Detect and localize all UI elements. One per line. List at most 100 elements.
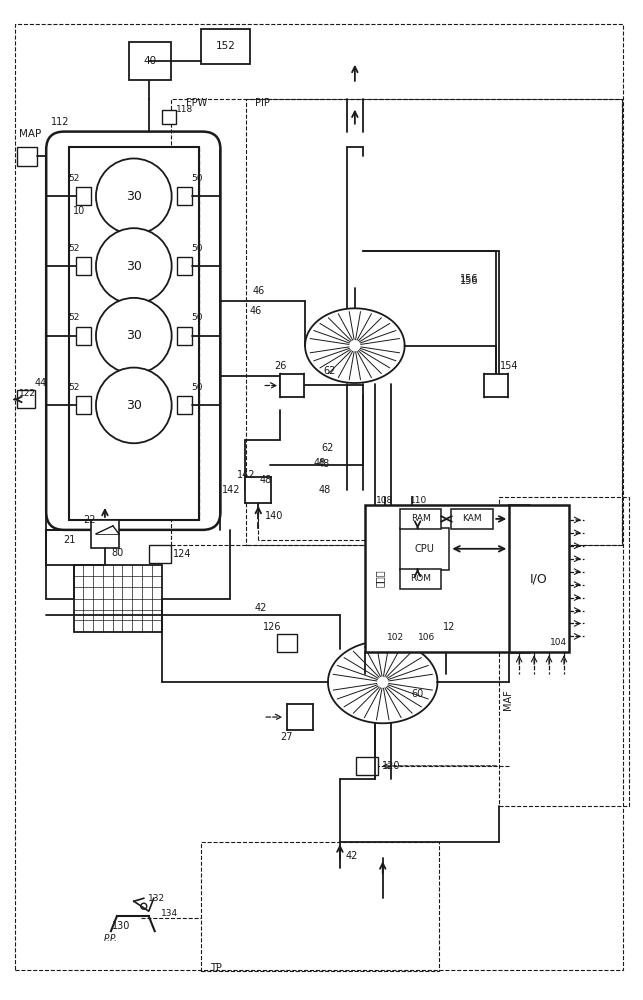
Bar bbox=[161, 110, 176, 124]
Text: 124: 124 bbox=[173, 549, 191, 559]
Bar bbox=[74, 565, 161, 632]
Text: 52: 52 bbox=[68, 174, 80, 183]
Text: 30: 30 bbox=[126, 399, 141, 412]
Text: ROM: ROM bbox=[410, 574, 431, 583]
Text: 156: 156 bbox=[460, 274, 478, 284]
Text: 30: 30 bbox=[126, 190, 141, 203]
Text: 50: 50 bbox=[191, 383, 203, 392]
Text: MAP: MAP bbox=[19, 129, 42, 139]
Text: 26: 26 bbox=[274, 361, 286, 371]
Text: 30: 30 bbox=[126, 329, 141, 342]
Text: 120: 120 bbox=[382, 761, 400, 771]
Bar bbox=[509, 505, 569, 652]
Text: FPW: FPW bbox=[186, 98, 207, 108]
Text: 106: 106 bbox=[417, 633, 435, 642]
Bar bbox=[400, 528, 449, 570]
Text: 42: 42 bbox=[254, 603, 266, 613]
Text: 48: 48 bbox=[318, 459, 331, 469]
Bar bbox=[400, 569, 442, 589]
Text: TP: TP bbox=[210, 963, 222, 973]
Text: 控制器: 控制器 bbox=[375, 570, 385, 587]
Text: 46: 46 bbox=[249, 306, 262, 316]
Bar bbox=[170, 99, 622, 545]
Bar bbox=[201, 842, 439, 971]
Text: 142: 142 bbox=[237, 470, 255, 480]
Text: 130: 130 bbox=[112, 921, 131, 931]
Text: 21: 21 bbox=[63, 535, 75, 545]
Text: 50: 50 bbox=[191, 313, 203, 322]
Bar bbox=[451, 509, 493, 529]
Bar bbox=[177, 327, 192, 345]
Circle shape bbox=[96, 368, 172, 443]
Bar bbox=[129, 42, 170, 80]
Text: 48: 48 bbox=[314, 458, 326, 468]
Circle shape bbox=[96, 298, 172, 374]
Text: 104: 104 bbox=[550, 638, 568, 647]
Text: 80: 80 bbox=[112, 548, 124, 558]
Text: 30: 30 bbox=[126, 260, 141, 273]
Text: 152: 152 bbox=[215, 41, 235, 51]
Text: 52: 52 bbox=[68, 313, 80, 322]
Text: 156: 156 bbox=[460, 276, 478, 286]
Bar bbox=[17, 147, 37, 166]
Bar bbox=[287, 704, 313, 730]
Text: 110: 110 bbox=[410, 496, 427, 505]
Text: 22: 22 bbox=[83, 515, 96, 525]
Bar bbox=[91, 520, 119, 548]
Bar bbox=[201, 29, 250, 64]
Bar bbox=[76, 396, 91, 414]
Bar bbox=[246, 477, 271, 503]
Bar bbox=[277, 634, 297, 652]
Bar bbox=[365, 505, 529, 652]
Text: 134: 134 bbox=[161, 909, 178, 918]
Text: I/O: I/O bbox=[530, 572, 548, 585]
Text: 52: 52 bbox=[68, 244, 80, 253]
Text: 42: 42 bbox=[346, 851, 358, 861]
Bar bbox=[76, 257, 91, 275]
Bar bbox=[177, 187, 192, 205]
Text: 118: 118 bbox=[176, 105, 193, 114]
Text: 126: 126 bbox=[263, 622, 281, 632]
Text: 132: 132 bbox=[148, 894, 165, 903]
Text: P.P.: P.P. bbox=[104, 934, 118, 943]
Text: 140: 140 bbox=[266, 511, 284, 521]
Text: KAM: KAM bbox=[462, 514, 482, 523]
Text: 10: 10 bbox=[73, 206, 86, 216]
Bar bbox=[177, 396, 192, 414]
Text: 12: 12 bbox=[443, 622, 456, 632]
Text: 102: 102 bbox=[386, 633, 404, 642]
Text: 112: 112 bbox=[51, 117, 69, 127]
Bar bbox=[246, 99, 622, 545]
Text: 62: 62 bbox=[324, 366, 336, 376]
Text: 46: 46 bbox=[252, 286, 264, 296]
Text: 44: 44 bbox=[34, 378, 46, 388]
Bar bbox=[76, 187, 91, 205]
Text: 108: 108 bbox=[376, 496, 393, 505]
Bar bbox=[280, 374, 304, 397]
Text: 27: 27 bbox=[280, 732, 293, 742]
Text: 40: 40 bbox=[143, 56, 156, 66]
Text: 154: 154 bbox=[500, 361, 518, 371]
Bar bbox=[17, 390, 35, 408]
Text: 48: 48 bbox=[259, 475, 271, 485]
Text: 60: 60 bbox=[412, 689, 424, 699]
Text: PIP: PIP bbox=[255, 98, 270, 108]
Text: 52: 52 bbox=[68, 383, 80, 392]
Text: MAF: MAF bbox=[503, 689, 513, 710]
Bar bbox=[499, 497, 629, 806]
Bar bbox=[177, 257, 192, 275]
Text: 50: 50 bbox=[191, 244, 203, 253]
Text: CPU: CPU bbox=[415, 544, 435, 554]
Text: 48: 48 bbox=[319, 485, 331, 495]
Bar bbox=[484, 374, 508, 397]
Bar bbox=[400, 509, 442, 529]
Circle shape bbox=[96, 228, 172, 304]
Text: 142: 142 bbox=[222, 485, 240, 495]
Circle shape bbox=[96, 158, 172, 234]
Text: 62: 62 bbox=[322, 443, 334, 453]
Text: 122: 122 bbox=[19, 389, 36, 398]
Bar bbox=[76, 327, 91, 345]
Bar bbox=[69, 147, 199, 520]
Bar bbox=[356, 757, 377, 775]
Text: RAM: RAM bbox=[411, 514, 430, 523]
